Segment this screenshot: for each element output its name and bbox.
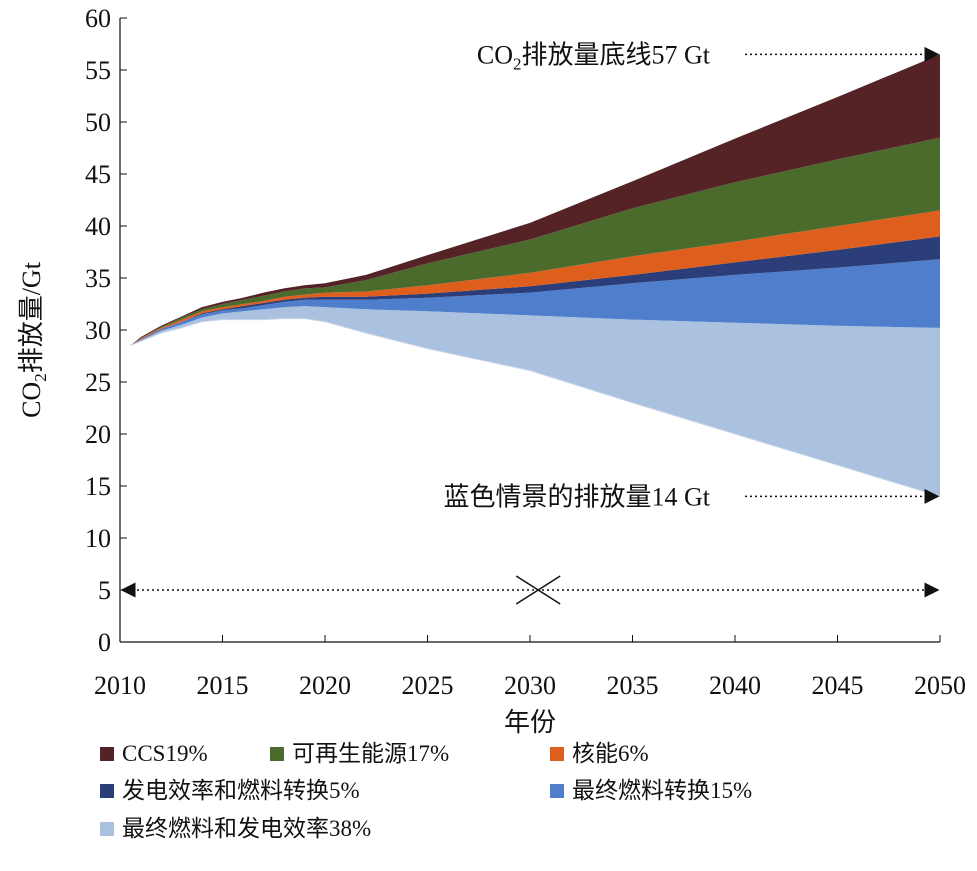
x-tick-label: 2025 bbox=[402, 671, 454, 700]
y-tick-label: 60 bbox=[85, 4, 111, 33]
y-tick-label: 45 bbox=[85, 160, 111, 189]
legend-item: 发电效率和燃料转换5% bbox=[100, 777, 360, 805]
blue-scenario-label: 蓝色情景的排放量14 Gt bbox=[443, 482, 710, 511]
y-tick-label: 5 bbox=[98, 576, 111, 605]
cross-mark bbox=[515, 575, 561, 605]
x-tick-label: 2035 bbox=[607, 671, 659, 700]
legend-swatch bbox=[550, 747, 564, 761]
legend-item: 最终燃料和发电效率38% bbox=[100, 815, 371, 843]
y-tick-label: 15 bbox=[85, 472, 111, 501]
area-series-3 bbox=[130, 236, 941, 346]
y-tick-label: 20 bbox=[85, 420, 111, 449]
y-tick-label: 35 bbox=[85, 264, 111, 293]
x-tick-label: 2015 bbox=[197, 671, 249, 700]
legend-swatch bbox=[550, 784, 564, 798]
legend-label: 核能6% bbox=[572, 741, 649, 766]
x-tick-label: 2020 bbox=[299, 671, 351, 700]
legend: CCS19% 可再生能源17% 核能6% 发电效率和燃料转换5% 最终燃料转换15% 最终… bbox=[100, 740, 970, 860]
legend-label: 可再生能源17% bbox=[292, 741, 450, 766]
legend-swatch bbox=[100, 822, 114, 836]
y-tick-label: 25 bbox=[85, 368, 111, 397]
legend-item: 可再生能源17% bbox=[270, 740, 449, 768]
x-tick-label: 2040 bbox=[709, 671, 761, 700]
y-tick-label: 0 bbox=[98, 628, 111, 657]
legend-swatch bbox=[270, 747, 284, 761]
legend-swatch bbox=[100, 784, 114, 798]
y-tick-label: 50 bbox=[85, 108, 111, 137]
x-tick-label: 2030 bbox=[504, 671, 556, 700]
y-tick-label: 55 bbox=[85, 56, 111, 85]
area-series-4 bbox=[130, 210, 941, 346]
x-tick-label: 2050 bbox=[914, 671, 966, 700]
legend-label: CCS19% bbox=[122, 741, 208, 766]
legend-swatch bbox=[100, 747, 114, 761]
baseline-label: CO2排放量底线57 Gt bbox=[477, 40, 711, 73]
x-axis-title: 年份 bbox=[504, 708, 556, 737]
annotations: CO2排放量底线57 Gt 蓝色情景的排放量14 Gt bbox=[120, 40, 940, 605]
legend-item: 最终燃料转换15% bbox=[550, 777, 752, 805]
legend-item: CCS19% bbox=[100, 740, 208, 768]
y-axis-title: CO2排放量/Gt bbox=[17, 261, 50, 418]
area-series-1 bbox=[130, 306, 941, 497]
blue-scenario-line bbox=[130, 318, 941, 497]
x-tick-label: 2010 bbox=[94, 671, 146, 700]
legend-label: 最终燃料转换15% bbox=[572, 778, 753, 803]
y-tick-label: 30 bbox=[85, 316, 111, 345]
x-tick-label: 2045 bbox=[812, 671, 864, 700]
legend-label: 最终燃料和发电效率38% bbox=[122, 816, 372, 841]
y-tick-label: 10 bbox=[85, 524, 111, 553]
area-series-5 bbox=[130, 137, 941, 346]
legend-label: 发电效率和燃料转换5% bbox=[122, 778, 360, 803]
area-series-2 bbox=[130, 259, 941, 346]
legend-item: 核能6% bbox=[550, 740, 649, 768]
area-layers bbox=[130, 54, 941, 497]
y-tick-label: 40 bbox=[85, 212, 111, 241]
